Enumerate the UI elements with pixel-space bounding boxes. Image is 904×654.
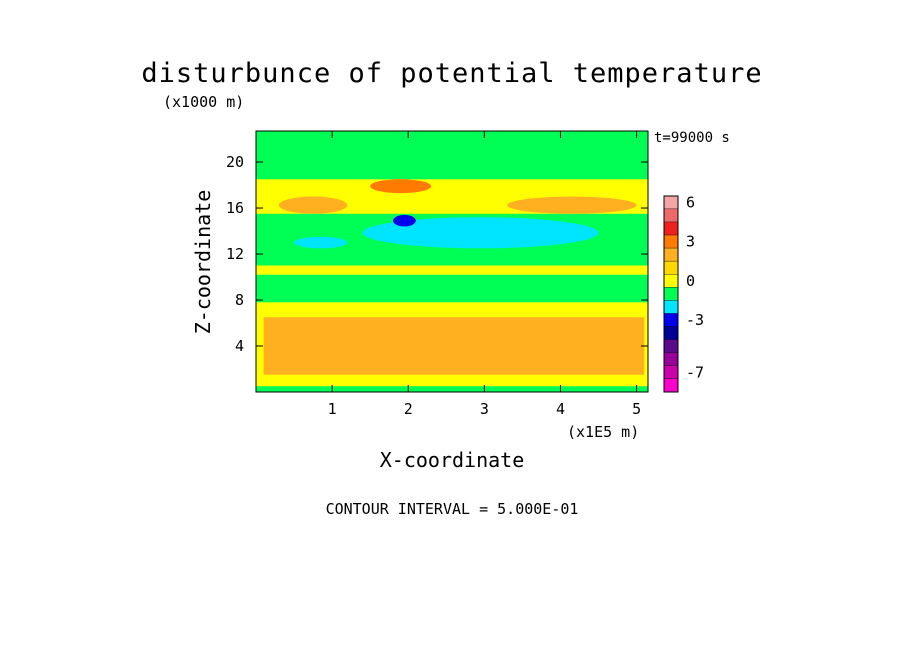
contour-region [370,179,432,194]
contour-region [294,236,348,249]
y-tick-label: 20 [226,153,244,171]
x-scale-label: (x1E5 m) [567,423,640,441]
y-scale-label: (x1000 m) [163,93,245,111]
colorbar-swatch [664,300,678,314]
contour-region [278,196,348,214]
x-tick-label: 1 [328,400,337,418]
colorbar-swatch [664,339,678,353]
colorbar-swatch [664,378,678,392]
contour-region [507,196,637,214]
plot-frame [255,130,649,393]
colorbar-swatch [664,222,678,236]
y-tick-label: 12 [226,245,244,263]
contour-region [393,214,416,227]
time-label: t=99000 s [654,130,730,146]
contour-band [263,317,645,375]
x-tick-label: 2 [404,400,413,418]
contour-band [256,386,648,392]
x-tick-label: 4 [556,400,565,418]
colorbar-swatch [664,261,678,275]
colorbar-swatch [664,352,678,366]
y-tick-label: 4 [235,337,244,355]
colorbar-tick-label: 6 [686,194,695,212]
y-ticks: 4 8 12 16 20 [226,153,648,355]
colorbar-swatch [664,365,678,379]
colorbar-swatch [664,235,678,249]
contour-band [256,131,648,180]
x-ticks: 1 2 3 4 5 [328,131,641,418]
chart-title: disturbunce of potential temperature [141,58,763,89]
colorbar-swatch [664,274,678,288]
colorbar-tick-label: 0 [686,272,695,290]
colorbar-frame [663,195,679,393]
contour-field [256,131,648,392]
colorbar-tick-label: -3 [686,311,704,329]
contour-interval-label: CONTOUR INTERVAL = 5.000E-01 [325,500,579,518]
x-tick-label: 3 [480,400,489,418]
colorbar-swatch [664,313,678,327]
colorbar-swatch [664,209,678,223]
x-tick-label: 5 [632,400,641,418]
y-tick-label: 8 [235,291,244,309]
colorbar-swatch [664,196,678,210]
colorbar-swatch [664,248,678,262]
colorbar-swatch [664,287,678,301]
x-axis-label: X-coordinate [379,448,525,472]
colorbar-tick-label: 3 [686,233,695,251]
y-tick-label: 16 [226,199,244,217]
contour-band [256,274,648,303]
contour-region [362,217,599,249]
colorbar-swatch [664,326,678,340]
colorbar-tick-label: -7 [686,363,704,381]
colorbar: 6 3 0 -3 -7 [663,194,704,393]
